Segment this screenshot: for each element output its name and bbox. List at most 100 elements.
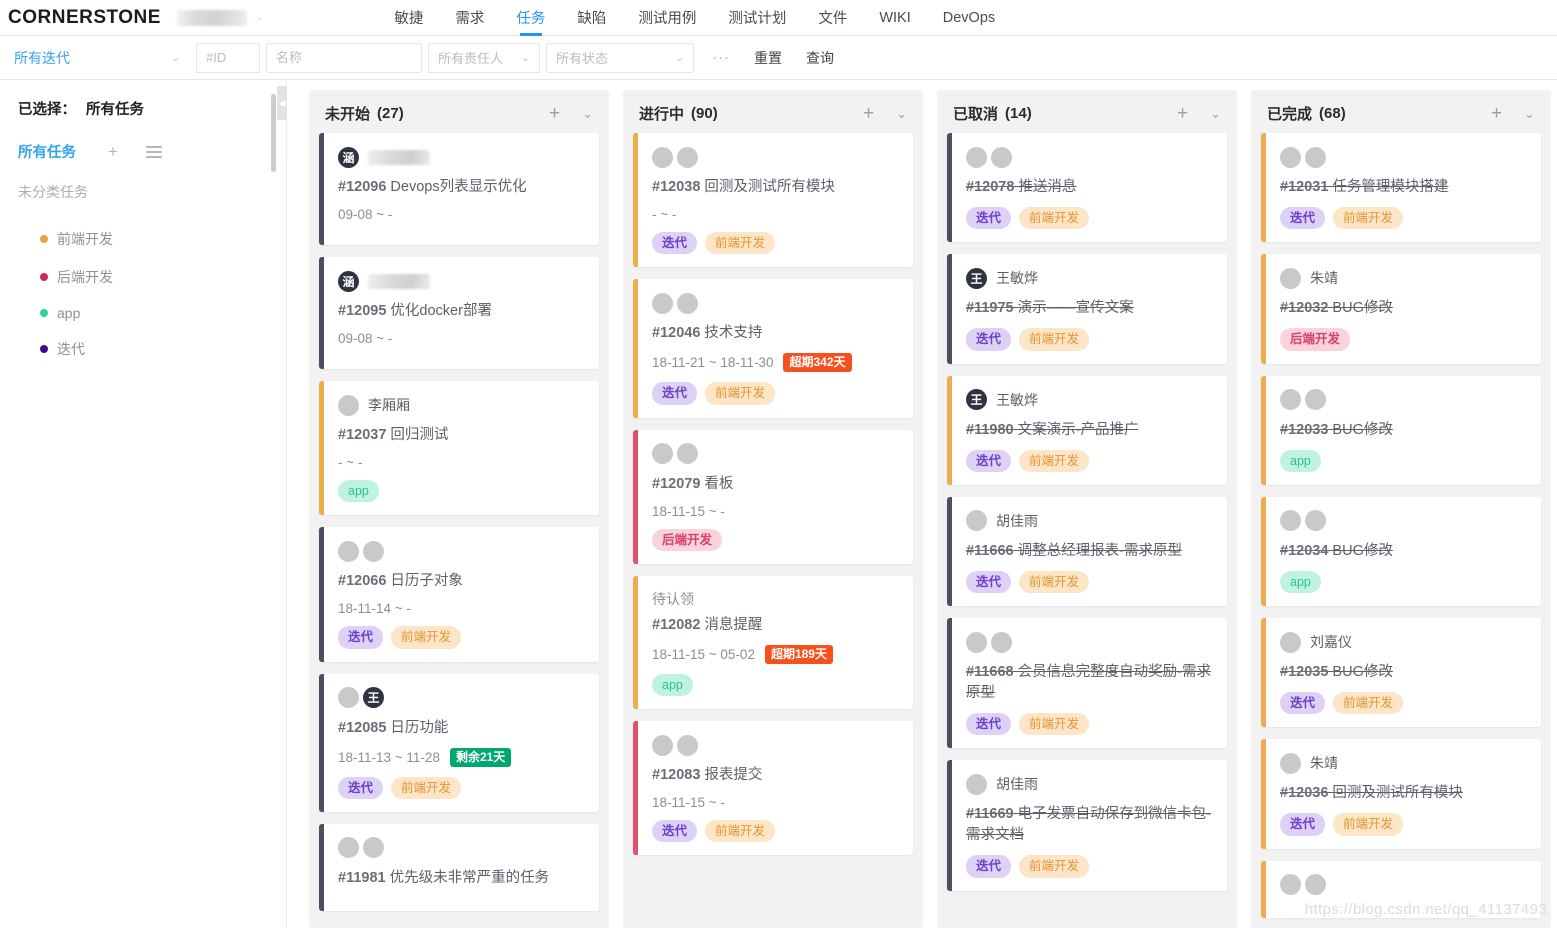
card-tag[interactable]: 后端开发 [652,528,723,551]
sidebar-item-uncategorized[interactable]: 未分类任务 [18,184,88,200]
project-chevron-down-icon[interactable]: ⌄ [254,12,264,23]
task-card[interactable]: #11668 会员信息完整度自动奖励-需求原型 迭代 前端开发 [947,618,1227,749]
task-card[interactable]: 朱靖 #12036 回测及测试所有模块 迭代 前端开发 [1261,739,1541,849]
card-tag[interactable]: 前端开发 [1019,328,1090,351]
sidebar-tag-item[interactable]: 后端开发 [18,258,276,296]
task-card[interactable]: 王王敏烨 #11975 演示——宣传文案 迭代 前端开发 [947,254,1227,364]
task-name-input[interactable] [266,42,422,73]
task-card[interactable]: 朱靖 #12032 BUG修改 后端开发 [1261,254,1541,364]
task-card[interactable]: #12066 日历子对象 18-11-14 ~ - 迭代 前端开发 [319,527,599,662]
add-card-icon[interactable]: + [1176,103,1189,124]
task-card[interactable]: #12083 报表提交 18-11-15 ~ - 迭代 前端开发 [633,721,913,856]
chevron-down-icon[interactable]: ⌄ [582,106,593,121]
card-tag[interactable]: 迭代 [966,570,1012,594]
card-date-text: 18-11-15 ~ - [652,503,725,519]
add-card-icon[interactable]: + [548,103,561,124]
card-tag[interactable]: 前端开发 [1019,855,1090,878]
chevron-down-icon[interactable]: ⌄ [896,106,907,121]
add-card-icon[interactable]: + [862,103,875,124]
sidebar-tag-list: 前端开发 后端开发 app 迭代 [18,220,276,368]
card-tag[interactable]: 迭代 [338,626,384,649]
task-card[interactable]: 涵 #12095 优化docker部署 09-08 ~ - [319,257,599,370]
card-tag[interactable]: 迭代 [966,855,1012,878]
task-card[interactable]: 待认领 #12082 消息提醒 18-11-15 ~ 05-02 超期189天 app [633,575,913,710]
card-tag[interactable]: 前端开发 [705,382,776,405]
more-filters-icon[interactable]: ··· [712,49,730,66]
task-card[interactable]: 涵 #12096 Devops列表显示优化 09-08 ~ - [319,133,599,246]
card-tag[interactable]: 前端开发 [705,820,776,843]
card-tag[interactable]: app [338,480,379,503]
sidebar-scrollbar[interactable] [271,94,276,172]
card-tag[interactable]: 迭代 [652,382,698,405]
task-id-input[interactable] [196,42,260,73]
card-tag[interactable]: app [1280,449,1321,472]
card-tag[interactable]: 迭代 [1280,813,1326,836]
add-icon[interactable]: + [108,142,118,161]
sidebar-tag-item[interactable]: 迭代 [18,330,276,368]
card-tag[interactable]: 迭代 [1280,207,1326,230]
task-card[interactable]: #12078 推送消息 迭代 前端开发 [947,133,1227,243]
nav-item-3[interactable]: 缺陷 [577,11,607,27]
card-title-text: 消息提醒 [704,616,763,633]
card-tag[interactable]: 前端开发 [391,626,462,649]
task-card[interactable]: #12046 技术支持 18-11-21 ~ 18-11-30 超期342天 迭代 前端… [633,279,913,418]
task-card[interactable]: 王王敏烨 #11980 文案演示-产品推广 迭代 前端开发 [947,375,1227,485]
nav-item-5[interactable]: 测试计划 [728,11,787,27]
project-name-blurred[interactable] [176,9,247,26]
task-card[interactable]: 王 #12085 日历功能 18-11-13 ~ 11-28 剩余21天 迭代 前端开发 [319,673,599,812]
card-tag[interactable]: 前端开发 [1333,813,1404,836]
task-card[interactable]: #12031 任务管理模块搭建 迭代 前端开发 [1261,133,1541,243]
sidebar-collapse-icon[interactable]: ◀ [277,86,287,120]
sidebar-tag-item[interactable]: 前端开发 [18,220,276,258]
card-tag[interactable]: 前端开发 [1333,207,1404,230]
card-tag[interactable]: app [1280,570,1321,594]
card-tag[interactable]: 迭代 [1280,692,1326,715]
card-tag[interactable]: 迭代 [966,207,1012,230]
task-card[interactable]: 胡佳雨 #11666 调整总经理报表-需求原型 迭代 前端开发 [947,496,1227,607]
card-tag[interactable]: app [652,673,693,697]
card-date-range: 09-08 ~ - [338,207,585,222]
task-card[interactable]: #12034 BUG修改 app [1261,496,1541,607]
list-menu-icon[interactable] [145,143,162,161]
owner-select[interactable]: 所有责任人 ⌄ [428,42,540,73]
card-tag[interactable]: 迭代 [966,449,1012,472]
task-card[interactable] [1261,860,1541,918]
sidebar-item-all-tasks[interactable]: 所有任务 [18,145,76,161]
chevron-down-icon[interactable]: ⌄ [1210,106,1221,121]
add-card-icon[interactable]: + [1490,103,1503,124]
nav-item-1[interactable]: 需求 [455,11,485,27]
task-card[interactable]: 刘嘉仪 #12035 BUG修改 迭代 前端开发 [1261,618,1541,728]
card-tag[interactable]: 前端开发 [1333,692,1404,715]
card-tag[interactable]: 后端开发 [1280,328,1351,351]
reset-button[interactable]: 重置 [754,49,782,66]
card-tag[interactable]: 前端开发 [391,776,462,799]
avatar [966,631,987,653]
nav-item-7[interactable]: WIKI [879,9,911,26]
card-tag[interactable]: 前端开发 [1019,449,1090,472]
iteration-select[interactable]: 所有迭代 ⌄ [14,43,180,73]
card-tag[interactable]: 前端开发 [705,232,776,255]
card-tag[interactable]: 前端开发 [1019,207,1090,230]
chevron-down-icon[interactable]: ⌄ [1524,106,1535,121]
search-button[interactable]: 查询 [806,49,834,66]
card-tag[interactable]: 迭代 [338,776,384,799]
card-tag[interactable]: 前端开发 [1019,713,1090,736]
nav-item-2[interactable]: 任务 [500,0,561,35]
task-card[interactable]: #12079 看板 18-11-15 ~ - 后端开发 [633,429,913,564]
card-tag[interactable]: 迭代 [652,232,698,255]
card-tag[interactable]: 迭代 [966,328,1012,351]
task-card[interactable]: #12033 BUG修改 app [1261,375,1541,485]
nav-item-4[interactable]: 测试用例 [638,11,697,27]
card-tag[interactable]: 迭代 [652,820,698,843]
task-card[interactable]: 李厢厢 #12037 回归测试 - ~ - app [319,381,599,516]
card-tag[interactable]: 迭代 [966,713,1012,736]
task-card[interactable]: #12038 回测及测试所有模块 - ~ - 迭代 前端开发 [633,133,913,268]
nav-item-8[interactable]: DevOps [942,9,996,26]
nav-item-6[interactable]: 文件 [818,11,848,27]
status-select[interactable]: 所有状态 ⌄ [546,42,694,73]
card-tag[interactable]: 前端开发 [1019,570,1090,594]
task-card[interactable]: 胡佳雨 #11669 电子发票自动保存到微信卡包-需求文档 迭代 前端开发 [947,760,1227,891]
task-card[interactable]: #11981 优先级未非常严重的任务 [319,823,599,911]
nav-item-0[interactable]: 敏捷 [394,11,424,27]
sidebar-tag-item[interactable]: app [18,296,276,330]
